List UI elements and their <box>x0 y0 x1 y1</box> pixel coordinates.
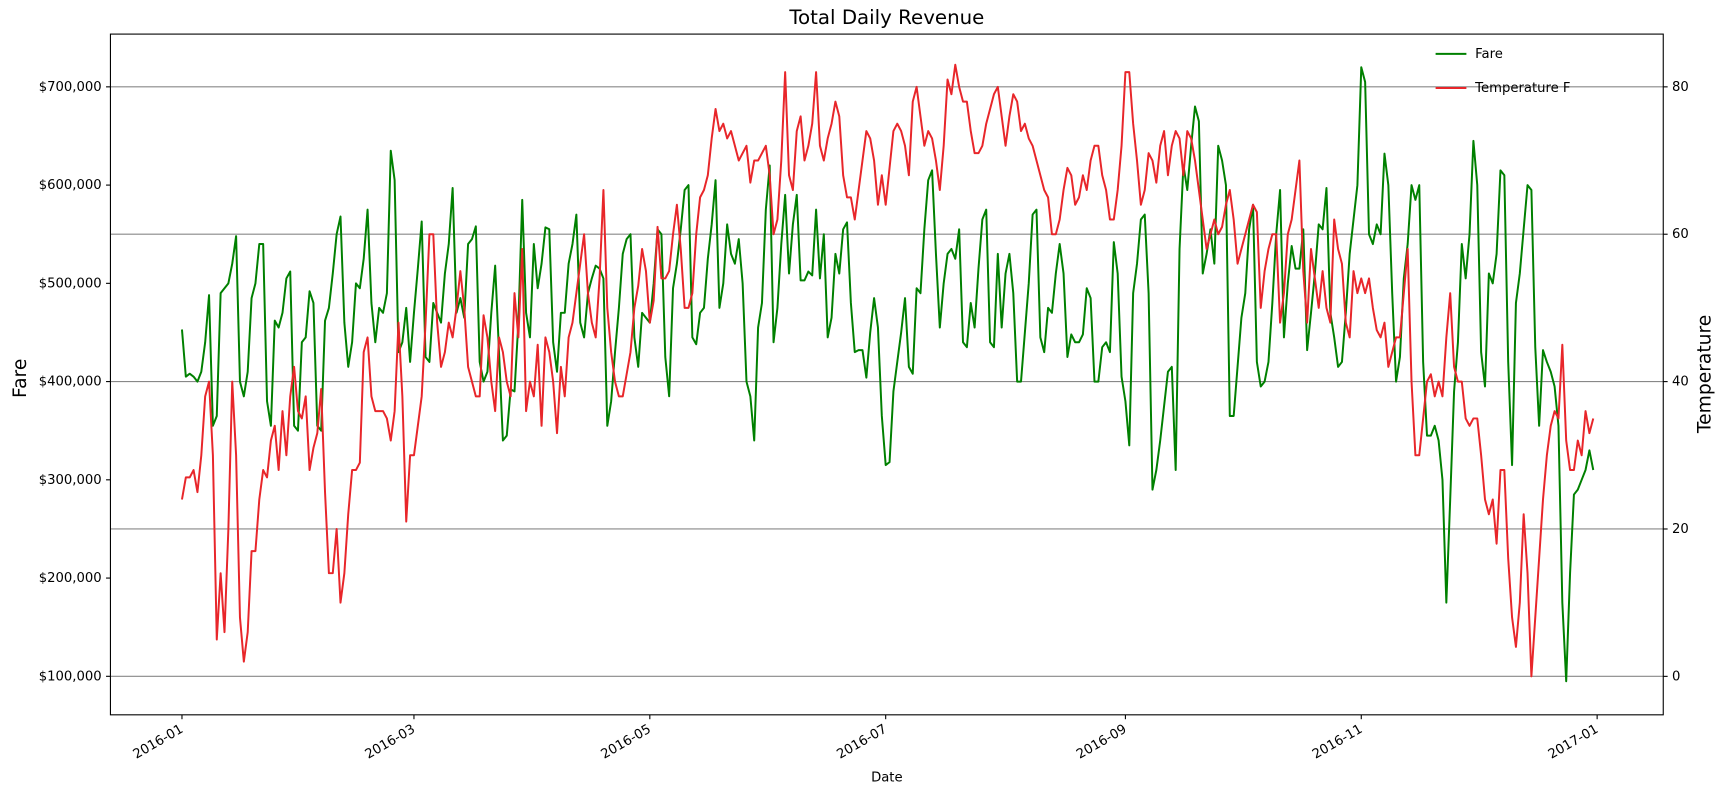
y2-tick-label: 20 <box>1672 522 1689 537</box>
y2-tick-label: 60 <box>1672 227 1689 242</box>
y-tick-label: $300,000 <box>39 473 102 488</box>
legend-label: Fare <box>1475 47 1503 62</box>
y2-tick-label: 40 <box>1672 375 1689 390</box>
y-tick-label: $400,000 <box>39 375 102 390</box>
series-line <box>180 63 1595 678</box>
chart-title: Total Daily Revenue <box>788 6 984 29</box>
y-tick-label: $100,000 <box>39 669 102 684</box>
x-tick-label: 2017-01 <box>1546 722 1601 763</box>
x-tick-label: 2016-05 <box>599 722 654 763</box>
x-tick-label: 2016-07 <box>834 722 889 763</box>
x-axis-label: Date <box>871 771 903 786</box>
y-tick-label: $200,000 <box>39 571 102 586</box>
plot-frame <box>109 33 1664 716</box>
y-axis-label: Fare <box>10 359 31 398</box>
x-tick-label: 2016-03 <box>363 722 418 763</box>
y-tick-label: $500,000 <box>39 276 102 291</box>
y-tick-label: $600,000 <box>39 178 102 193</box>
x-tick-label: 2016-01 <box>131 722 186 763</box>
series-line <box>180 66 1595 683</box>
y2-axis-label: Temperature <box>1695 315 1716 434</box>
x-tick-label: 2016-09 <box>1074 722 1129 763</box>
y2-tick-label: 0 <box>1672 669 1680 684</box>
legend-label: Temperature F <box>1474 81 1570 96</box>
y2-tick-label: 80 <box>1672 80 1689 95</box>
y-tick-label: $700,000 <box>39 80 102 95</box>
x-tick-label: 2016-11 <box>1310 722 1365 763</box>
